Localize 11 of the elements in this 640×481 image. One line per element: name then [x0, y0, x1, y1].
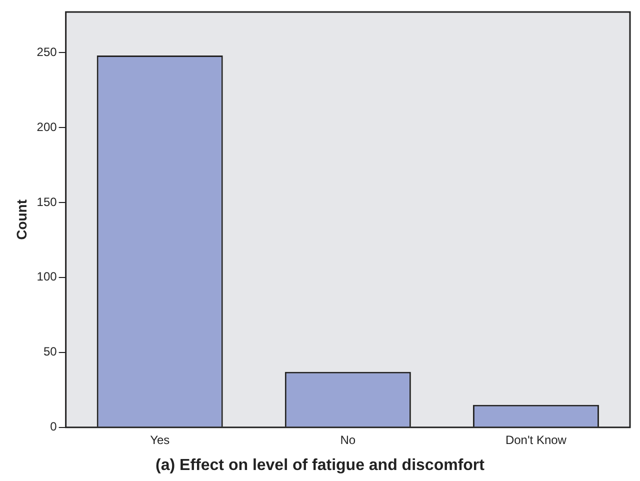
- text: (a) Effect on level of fatigue and discomfort: [156, 456, 486, 474]
- y-tick-label: 150: [36, 194, 58, 209]
- y-tick-label: 100: [36, 270, 58, 284]
- x-tick-label: No: [340, 432, 356, 447]
- x-tick-label: Don't Know: [505, 432, 567, 447]
- y-tick-label: 50: [43, 344, 58, 359]
- y-tick-label: 250: [36, 44, 58, 59]
- y-tick-label: 0: [50, 420, 58, 434]
- y-tick-label: 200: [36, 120, 58, 134]
- y-axis-title: Count: [13, 199, 30, 240]
- x-tick-label: Yes: [150, 432, 170, 447]
